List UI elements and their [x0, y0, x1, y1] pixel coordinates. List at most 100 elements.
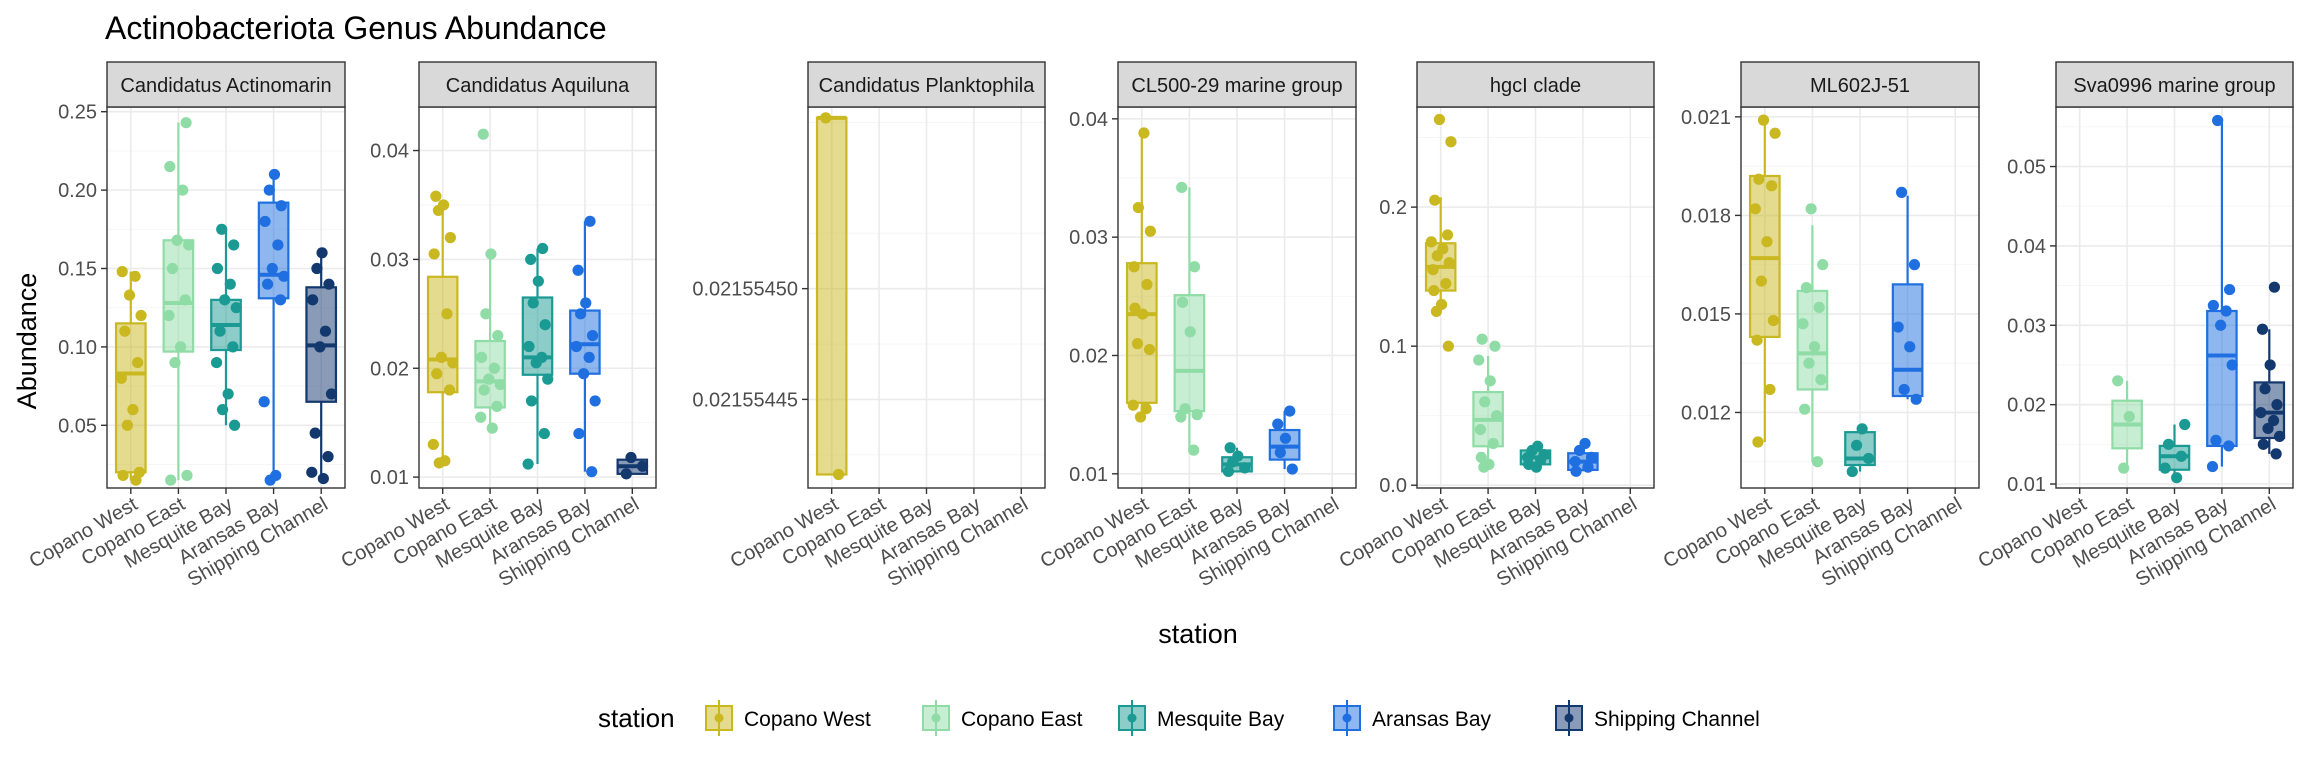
data-point	[1445, 136, 1457, 148]
data-point	[1892, 321, 1904, 333]
box-copano-west	[1748, 120, 1781, 443]
y-tick-label: 0.04	[370, 141, 409, 163]
data-point	[2123, 410, 2135, 423]
data-point	[224, 278, 236, 290]
data-point	[1800, 282, 1813, 294]
data-point	[1429, 194, 1441, 206]
data-point	[1179, 403, 1191, 415]
legend-key	[1118, 700, 1146, 736]
data-point	[2257, 438, 2269, 450]
data-point	[1811, 456, 1824, 468]
data-point	[317, 472, 329, 485]
data-point	[268, 168, 281, 181]
data-point	[322, 451, 334, 463]
data-point	[1579, 437, 1591, 450]
y-tick-label: 0.05	[2007, 157, 2046, 179]
data-point	[163, 309, 175, 322]
data-point	[1585, 451, 1598, 464]
data-point	[1755, 275, 1767, 287]
data-point	[2270, 448, 2282, 460]
data-point	[266, 262, 278, 275]
legend-key	[705, 700, 733, 736]
data-point	[536, 351, 548, 363]
data-point	[2215, 319, 2227, 331]
data-point	[575, 308, 587, 320]
legend-key-point	[1127, 713, 1137, 723]
data-point	[1803, 357, 1815, 369]
legend-title: station	[598, 703, 675, 733]
data-point	[278, 270, 290, 282]
data-point	[1484, 375, 1496, 387]
data-point	[121, 419, 133, 431]
panel-marks	[815, 112, 848, 481]
data-point	[573, 427, 585, 440]
data-point	[117, 469, 129, 482]
data-point	[127, 404, 139, 416]
data-point	[480, 308, 492, 320]
box-body	[2206, 309, 2238, 448]
panel-marks	[1125, 127, 1301, 478]
data-point	[129, 270, 141, 282]
data-point	[1569, 455, 1581, 468]
data-point	[2256, 323, 2269, 335]
data-point	[1749, 203, 1761, 215]
data-point	[1766, 180, 1778, 192]
box-copano-east	[162, 122, 195, 481]
data-point	[2212, 114, 2224, 127]
box-mesquite-bay	[1844, 428, 1876, 472]
data-point	[177, 184, 189, 196]
data-point	[620, 468, 632, 480]
data-point	[270, 469, 282, 482]
y-tick-label: 0.03	[370, 249, 409, 271]
data-point	[1475, 451, 1487, 464]
data-point	[216, 404, 229, 416]
data-point	[1582, 461, 1594, 473]
data-point	[542, 373, 554, 385]
data-point	[2207, 299, 2219, 312]
data-point	[1286, 463, 1298, 475]
data-point	[625, 451, 637, 464]
y-tick-label: 0.0	[1379, 475, 1407, 497]
data-point	[227, 341, 239, 353]
y-tick-label: 0.012	[1681, 402, 1731, 424]
data-point	[1473, 354, 1485, 366]
data-point	[180, 117, 192, 129]
data-point	[477, 128, 489, 140]
data-point	[1184, 326, 1196, 338]
data-point	[179, 294, 191, 306]
data-point	[174, 341, 187, 353]
data-point	[580, 297, 592, 309]
data-point	[527, 297, 539, 309]
data-point	[1176, 181, 1188, 194]
panel-marks	[2111, 114, 2286, 484]
data-point	[486, 422, 498, 434]
data-point	[2264, 359, 2276, 371]
data-point	[570, 340, 582, 353]
legend-key	[1333, 700, 1361, 736]
data-point	[274, 294, 287, 306]
data-point	[222, 388, 234, 400]
y-tick-label: 0.20	[58, 180, 97, 202]
data-point	[1761, 236, 1773, 248]
data-point	[311, 262, 323, 275]
data-point	[589, 395, 601, 407]
box-copano-east	[1173, 187, 1206, 451]
y-tick-label: 0.1	[1379, 336, 1407, 358]
data-point	[537, 242, 549, 255]
legend-item: Copano East	[922, 700, 1083, 736]
data-point	[1808, 341, 1821, 353]
data-point	[431, 368, 443, 380]
data-point	[428, 248, 440, 260]
data-point	[1815, 374, 1827, 386]
data-point	[532, 275, 544, 287]
data-point	[2159, 462, 2171, 474]
y-tick-label: 0.03	[2007, 315, 2046, 337]
data-point	[1489, 340, 1501, 352]
legend-item: Aransas Bay	[1333, 700, 1492, 736]
data-point	[491, 400, 503, 412]
legend-label: Copano West	[744, 708, 871, 731]
data-point	[522, 458, 534, 470]
facet-panel: CL500-29 marine group0.010.020.030.04Cop…	[1037, 61, 1357, 591]
data-point	[584, 215, 596, 227]
